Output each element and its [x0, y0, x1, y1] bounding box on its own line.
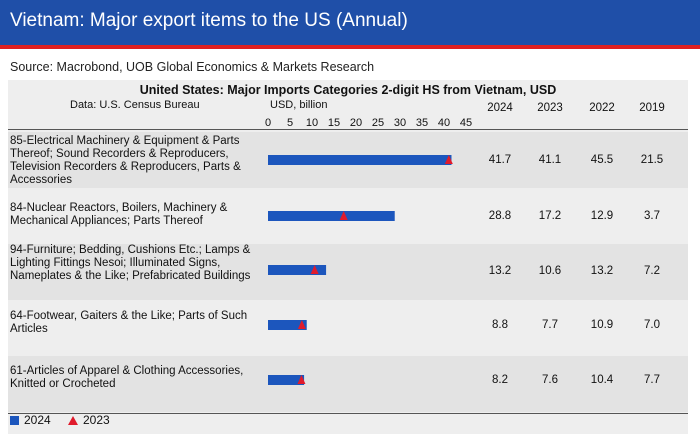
table-cell: 41.1 [538, 154, 562, 166]
table-cell: 7.2 [644, 265, 660, 277]
table-cell: 17.2 [538, 210, 562, 222]
table-cell: 28.8 [488, 210, 512, 222]
table-cell: 21.5 [640, 154, 664, 166]
data-note: Data: U.S. Census Bureau [70, 99, 200, 111]
bar-2024 [268, 320, 307, 330]
bar-chart-plot: 0 5 10 15 20 25 30 35 40 45 [265, 117, 472, 385]
legend-item-2024: 2024 [10, 413, 51, 427]
year-header: 2024 [487, 102, 513, 114]
bar-2024 [268, 155, 452, 165]
table-row: 84-Nuclear Reactors, Boilers, Machinery … [8, 188, 688, 244]
table-cell: 41.7 [488, 154, 512, 166]
chart-title: United States: Major Imports Categories … [139, 83, 557, 97]
table-cell: 12.9 [590, 210, 614, 222]
bar-2024 [268, 265, 327, 275]
table-cell: 13.2 [488, 265, 512, 277]
table-cell: 10.4 [590, 374, 614, 386]
x-tick-label: 0 [265, 117, 271, 129]
x-tick-label: 30 [394, 117, 406, 129]
x-tick-label: 35 [416, 117, 428, 129]
row-label: 94-Furniture; Bedding, Cushions Etc.; La… [10, 244, 251, 282]
row-label: 84-Nuclear Reactors, Boilers, Machinery … [10, 202, 228, 227]
x-tick-label: 10 [306, 117, 318, 129]
table-row: 61-Articles of Apparel & Clothing Access… [8, 356, 688, 412]
bottom-divider [8, 413, 688, 414]
header-bar: Vietnam: Major export items to the US (A… [0, 0, 700, 49]
year-header: 2022 [589, 102, 615, 114]
table-cell: 13.2 [590, 265, 614, 277]
source-note: Source: Macrobond, UOB Global Economics … [10, 60, 375, 74]
x-tick-label: 25 [372, 117, 384, 129]
marker-2023 [310, 265, 319, 274]
table-row: 94-Furniture; Bedding, Cushions Etc.; La… [8, 244, 688, 300]
legend-label: 2024 [24, 413, 51, 427]
table-cell: 7.0 [644, 319, 660, 331]
marker-2023 [297, 375, 306, 384]
triangle-icon [68, 416, 78, 426]
bar-2024 [268, 211, 395, 221]
table-cell: 3.7 [644, 210, 660, 222]
table-row: 64-Footwear, Gaiters & the Like; Parts o… [8, 300, 688, 356]
table-cell: 7.7 [542, 319, 558, 331]
marker-2023 [444, 155, 453, 164]
table-cell: 45.5 [590, 154, 614, 166]
x-tick-label: 20 [350, 117, 362, 129]
square-icon [10, 416, 19, 426]
x-tick-label: 40 [438, 117, 450, 129]
legend-label: 2023 [83, 413, 110, 427]
header-divider [8, 129, 688, 130]
table-cell: 10.9 [590, 319, 614, 331]
table-cell: 7.7 [644, 374, 660, 386]
bar-2024 [268, 375, 305, 385]
unit-label: USD, billion [270, 99, 328, 111]
table-cell: 10.6 [538, 265, 562, 277]
row-label: 85-Electrical Machinery & Equipment & Pa… [10, 135, 241, 186]
x-tick-label: 15 [328, 117, 340, 129]
legend-item-2023: 2023 [68, 413, 110, 427]
row-label: 64-Footwear, Gaiters & the Like; Parts o… [10, 310, 248, 335]
table-cell: 8.2 [492, 374, 508, 386]
marker-2023 [297, 320, 306, 329]
table-cell: 7.6 [542, 374, 558, 386]
chart-panel: United States: Major Imports Categories … [8, 80, 688, 434]
year-header: 2023 [537, 102, 563, 114]
row-label: 61-Articles of Apparel & Clothing Access… [10, 365, 244, 390]
table-cell: 8.8 [492, 319, 508, 331]
x-tick-label: 5 [287, 117, 293, 129]
marker-2023 [339, 211, 348, 220]
year-header: 2019 [639, 102, 665, 114]
x-tick-label: 45 [460, 117, 472, 129]
page-title: Vietnam: Major export items to the US (A… [10, 10, 408, 31]
